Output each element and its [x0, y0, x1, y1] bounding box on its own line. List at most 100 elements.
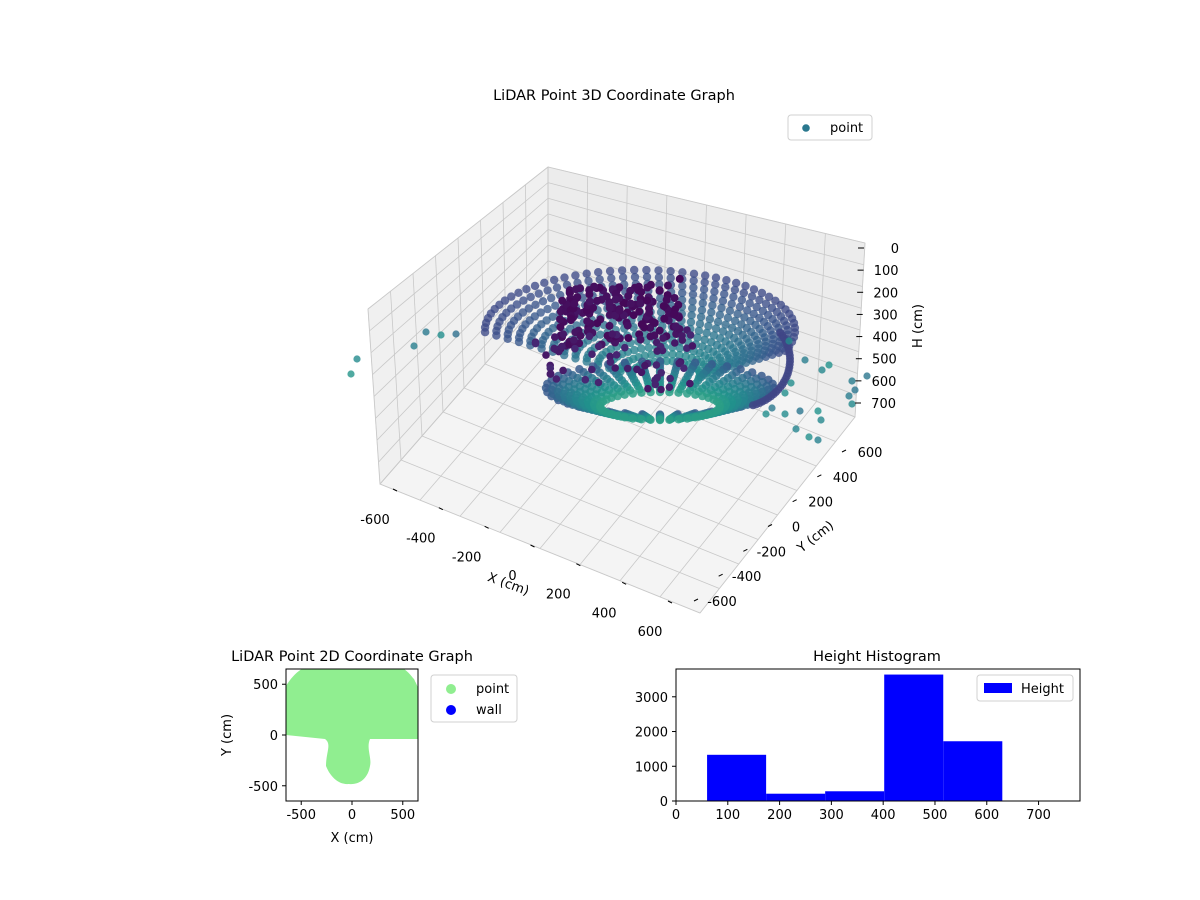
chart-3d-title: LiDAR Point 3D Coordinate Graph [493, 88, 735, 104]
x-tick-label-histogram: 600 [974, 808, 999, 823]
data-point [654, 266, 663, 275]
x-tick-3d [530, 544, 535, 548]
x-tick-label-histogram: 0 [672, 808, 680, 823]
y-tick-label-3d: 0 [792, 521, 800, 536]
data-point [605, 304, 614, 312]
data-point [605, 266, 615, 276]
x-tick-3d [392, 488, 398, 492]
outlier-point [452, 330, 460, 338]
data-point [725, 306, 735, 315]
z-tick-label-3d: 300 [873, 308, 898, 323]
data-point [581, 375, 590, 384]
data-point [595, 275, 604, 284]
data-point [707, 308, 716, 317]
data-point [649, 318, 658, 327]
data-point [552, 283, 562, 292]
data-point [546, 370, 555, 378]
data-point [710, 287, 719, 296]
x-tick-label-2d: 500 [390, 808, 415, 823]
data-point [739, 288, 748, 298]
outlier-point [762, 410, 770, 418]
data-point [558, 342, 566, 351]
chart-2d: LiDAR Point 2D Coordinate Graph -500 0 500… [220, 649, 518, 846]
data-point [618, 273, 628, 282]
data-point [593, 296, 602, 305]
data-point [633, 365, 641, 374]
data-point [689, 283, 698, 292]
data-point [705, 315, 715, 324]
data-point [522, 285, 531, 294]
x-tick-label-3d: 600 [638, 625, 663, 640]
data-point [585, 290, 594, 299]
data-point [551, 333, 559, 341]
data-point [531, 300, 540, 309]
data-point [628, 414, 637, 423]
data-point [646, 280, 655, 289]
data-point [647, 350, 656, 359]
data-point [699, 285, 709, 294]
data-point [583, 317, 592, 326]
data-point [764, 292, 774, 301]
data-point [700, 278, 709, 287]
outlier-point [814, 436, 822, 444]
legend-marker-point-3d [802, 124, 810, 132]
outlier-point [781, 410, 789, 418]
data-point [636, 335, 645, 344]
outlier-point [347, 370, 355, 378]
data-point [711, 324, 721, 333]
legend-histogram: Height [976, 674, 1074, 702]
legend-marker-wall-2d [446, 705, 456, 715]
y-tick-label-3d: 600 [858, 446, 883, 461]
data-point [698, 299, 707, 308]
data-point [743, 306, 752, 315]
data-point [519, 296, 528, 305]
data-point [605, 321, 614, 330]
grid-line [457, 237, 465, 389]
grid-line [390, 291, 402, 461]
data-point [570, 336, 578, 344]
outlier-point [785, 337, 793, 345]
data-point [741, 281, 750, 291]
data-point [732, 278, 741, 288]
data-point [755, 295, 764, 305]
data-point [556, 323, 565, 332]
grid-line [659, 401, 817, 598]
data-point [551, 301, 560, 310]
outlier-point [851, 386, 859, 394]
data-point [697, 305, 707, 315]
data-point [524, 304, 533, 313]
data-point [686, 317, 696, 327]
data-point [665, 383, 674, 392]
y-axis-label-2d: Y (cm) [220, 714, 235, 757]
x-tick-label-3d: -200 [452, 550, 482, 565]
data-point [666, 374, 674, 383]
outlier-point [817, 416, 825, 424]
legend-label-point-2d: point [476, 682, 509, 697]
y-tick-label-3d: -400 [732, 570, 762, 585]
data-point [585, 297, 594, 306]
data-point [713, 317, 723, 326]
data-point [630, 272, 640, 282]
y-tick-label-2d: 500 [253, 678, 278, 693]
data-point [538, 297, 548, 306]
x-tick-label-3d: -400 [406, 532, 436, 547]
data-point [660, 314, 669, 323]
data-point [721, 282, 730, 292]
z-tick-label-3d: 400 [872, 331, 897, 346]
data-point [644, 343, 653, 352]
data-point [620, 390, 629, 399]
data-point [608, 330, 617, 338]
data-point [612, 351, 621, 359]
data-point [680, 364, 688, 373]
data-point [683, 389, 692, 398]
data-point [552, 375, 561, 383]
outlier-point [437, 331, 445, 339]
x-tick-label-histogram: 100 [715, 808, 740, 823]
data-point [671, 339, 679, 347]
data-point [565, 289, 574, 298]
data-point [729, 292, 738, 302]
histogram-bar [766, 793, 826, 801]
plot-area-2d [286, 669, 418, 801]
data-point [584, 276, 593, 286]
